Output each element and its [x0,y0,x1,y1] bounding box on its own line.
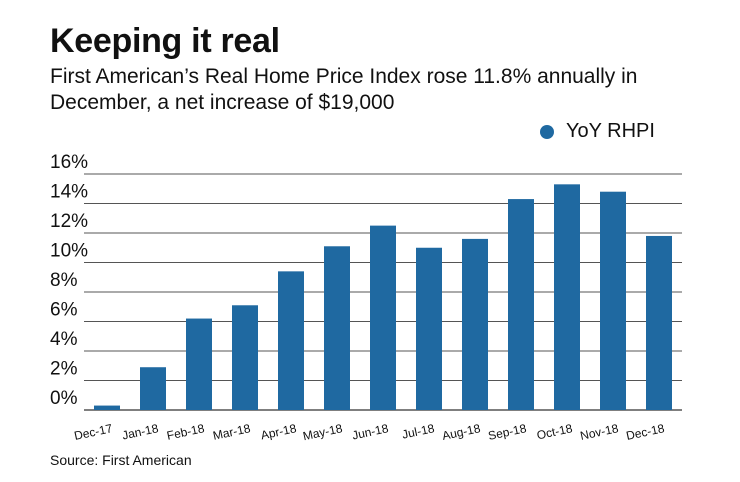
bar-Dec-17 [94,405,120,410]
y-tick-label: 12% [50,211,88,232]
y-tick-label: 10% [50,241,88,262]
bar-May-18 [324,246,350,410]
y-tick-label: 14% [50,182,88,203]
x-tick-label: May-18 [302,421,344,443]
x-tick-label: Jun-18 [351,421,390,442]
bar-Jun-18 [370,225,396,410]
legend: YoY RHPI [540,120,655,143]
bar-Nov-18 [600,191,626,410]
x-tick-label: Apr-18 [259,421,297,442]
legend-swatch [540,124,554,139]
x-tick-label: Dec-17 [73,421,114,443]
x-tick-label: Mar-18 [212,421,252,443]
bar-Aug-18 [462,238,488,410]
x-axis-ticks: Dec-17 Jan-18 Feb-18 Mar-18 Apr-18 May-18 Jun-… [73,421,666,443]
bar-Dec-18 [646,235,672,410]
legend-label: YoY RHPI [566,120,655,142]
y-axis-ticks: 0% 2% 4% 6% 8% 10% 12% 14% 16% [50,152,88,409]
x-tick-label: Oct-18 [535,421,573,442]
source-note: Source: First American [50,452,192,468]
y-tick-label: 16% [50,152,88,173]
bars [94,184,672,410]
x-tick-label: Dec-18 [625,421,666,443]
x-tick-label: Jan-18 [121,421,160,442]
bar-Jul-18 [416,247,442,410]
y-tick-label: 6% [50,300,78,321]
bar-Apr-18 [278,271,304,410]
y-tick-label: 4% [50,329,78,350]
bar-Jan-18 [140,367,166,410]
bar-Oct-18 [554,184,580,410]
bar-Feb-18 [186,318,212,410]
chart-title: Keeping it real [50,22,280,60]
bar-Mar-18 [232,305,258,410]
x-tick-label: Jul-18 [401,421,436,442]
y-tick-label: 8% [50,270,78,291]
x-tick-label: Sep-18 [487,421,528,443]
y-tick-label: 0% [50,388,78,409]
bar-Sep-18 [508,199,534,410]
x-tick-label: Aug-18 [441,421,482,443]
y-tick-label: 2% [50,359,78,380]
x-tick-label: Nov-18 [579,421,620,443]
x-tick-label: Feb-18 [166,421,206,443]
chart-subtitle: First American’s Real Home Price Index r… [50,65,638,114]
